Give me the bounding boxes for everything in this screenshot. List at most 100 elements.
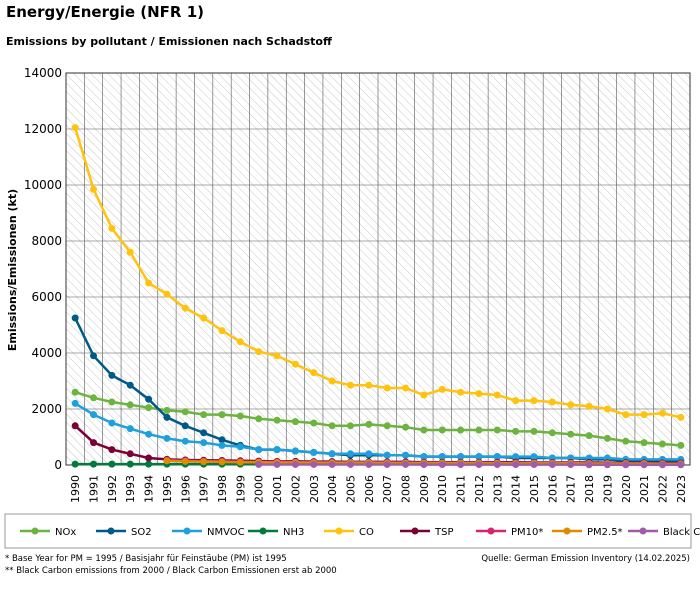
legend-label: Black Carbon** [663,527,700,538]
data-point [90,186,97,193]
x-tick-label: 2017 [565,475,578,503]
data-point [255,348,262,355]
data-point [494,427,501,434]
y-tick-label: 4000 [31,346,62,360]
data-point [659,441,666,448]
data-point [163,457,170,464]
data-point [457,427,464,434]
data-point [219,458,226,465]
data-point [549,399,556,406]
data-point [182,305,189,312]
data-point [127,425,134,432]
data-point [329,450,336,457]
data-point [127,401,134,408]
legend-label: NMVOC [207,527,245,538]
data-point [677,442,684,449]
data-point [163,291,170,298]
x-tick-label: 1998 [216,475,229,503]
data-point [90,352,97,359]
data-point [310,449,317,456]
data-point [622,438,629,445]
data-point [329,461,336,468]
data-point [200,439,207,446]
x-tick-label: 2019 [601,475,614,503]
x-tick-label: 1997 [198,475,211,503]
data-point [72,461,79,468]
data-point [604,435,611,442]
data-point [494,392,501,399]
x-tick-label: 2018 [583,475,596,503]
x-tick-label: 2021 [638,475,651,503]
y-tick-label: 0 [54,458,62,472]
x-tick-label: 2004 [326,475,339,503]
x-tick-label: 2007 [381,475,394,503]
data-point [72,315,79,322]
data-point [127,461,134,468]
legend-marker [336,528,343,535]
data-point [457,461,464,468]
chart-subtitle: Emissions by pollutant / Emissionen nach… [6,35,332,48]
legend-label: NH3 [283,527,304,538]
x-tick-label: 2008 [400,475,413,503]
data-point [439,386,446,393]
data-point [659,461,666,468]
x-tick-label: 1999 [234,475,247,503]
data-point [292,361,299,368]
legend-marker [184,528,191,535]
data-point [90,461,97,468]
y-tick-label: 12000 [24,122,62,136]
data-point [255,461,262,468]
x-tick-label: 2013 [491,475,504,503]
data-point [365,421,372,428]
data-point [108,461,115,468]
data-point [90,439,97,446]
data-point [108,420,115,427]
legend-marker [32,528,39,535]
data-point [219,442,226,449]
data-point [549,429,556,436]
data-point [90,394,97,401]
data-point [200,315,207,322]
x-tick-label: 2014 [510,475,523,503]
data-point [531,397,538,404]
data-point [586,432,593,439]
x-tick-label: 2009 [418,475,431,503]
data-point [586,461,593,468]
x-tick-label: 2012 [473,475,486,503]
data-point [127,450,134,457]
legend-label: PM10* [511,527,543,538]
x-tick-label: 1991 [88,475,101,503]
data-point [163,414,170,421]
footnote: ** Black Carbon emissions from 2000 / Bl… [5,566,337,576]
legend-label: TSP [434,527,454,538]
data-point [641,411,648,418]
data-point [512,428,519,435]
legend-marker [640,528,647,535]
data-point [145,404,152,411]
x-tick-label: 2000 [253,475,266,503]
data-point [329,422,336,429]
data-point [145,461,152,468]
x-tick-label: 2016 [546,475,559,503]
legend-marker [260,528,267,535]
data-point [274,461,281,468]
data-point [163,435,170,442]
x-tick-label: 2001 [271,475,284,503]
data-point [384,422,391,429]
data-point [384,461,391,468]
data-point [72,124,79,131]
data-point [310,369,317,376]
x-tick-label: 2023 [675,475,688,503]
data-point [494,461,501,468]
data-point [127,249,134,256]
data-point [439,461,446,468]
data-point [163,407,170,414]
data-point [512,461,519,468]
data-point [677,461,684,468]
data-point [200,411,207,418]
data-point [347,461,354,468]
data-point [274,352,281,359]
data-point [604,406,611,413]
data-point [567,461,574,468]
legend-label: SO2 [131,527,152,538]
